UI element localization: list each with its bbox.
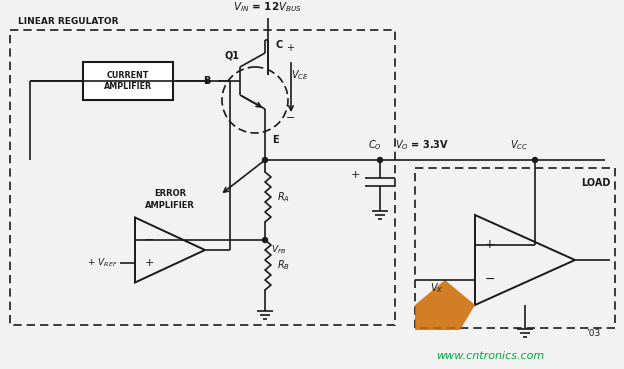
Text: $V_{FB}$: $V_{FB}$ xyxy=(271,243,287,255)
Text: B: B xyxy=(203,76,210,86)
Circle shape xyxy=(263,238,268,242)
Text: LINEAR REGULATOR: LINEAR REGULATOR xyxy=(18,17,119,26)
Text: $V_{CC}$: $V_{CC}$ xyxy=(510,138,528,152)
Text: +: + xyxy=(351,170,360,180)
Text: $C_O$: $C_O$ xyxy=(368,138,382,152)
Circle shape xyxy=(263,158,268,162)
Text: C: C xyxy=(275,40,282,50)
Bar xyxy=(415,168,615,328)
Text: $R_A$: $R_A$ xyxy=(277,190,290,204)
Text: −: − xyxy=(286,113,295,123)
Text: E: E xyxy=(272,135,279,145)
Text: www.cntronics.com: www.cntronics.com xyxy=(436,351,544,361)
Text: $R_B$: $R_B$ xyxy=(277,258,290,272)
Text: Q1: Q1 xyxy=(225,50,240,60)
Text: −: − xyxy=(144,234,154,247)
Bar xyxy=(10,30,395,325)
Text: $+$ $V_{REF}$: $+$ $V_{REF}$ xyxy=(87,257,118,269)
Text: $V_{IN}$ = 12$V_{BUS}$: $V_{IN}$ = 12$V_{BUS}$ xyxy=(233,0,303,14)
Text: ’03: ’03 xyxy=(586,328,600,338)
Text: $V_{CE}$: $V_{CE}$ xyxy=(291,68,309,82)
Circle shape xyxy=(532,158,537,162)
Text: +: + xyxy=(144,258,154,268)
Text: LOAD: LOAD xyxy=(580,178,610,188)
Text: CURRENT
AMPLIFIER: CURRENT AMPLIFIER xyxy=(104,71,152,91)
Text: −: − xyxy=(485,273,495,286)
Text: ERROR
AMPLIFIER: ERROR AMPLIFIER xyxy=(145,189,195,210)
Text: $V_O$ = 3.3V: $V_O$ = 3.3V xyxy=(395,138,449,152)
Text: +: + xyxy=(485,238,495,251)
Text: +: + xyxy=(286,43,294,53)
Bar xyxy=(83,62,173,100)
Text: $V_X$: $V_X$ xyxy=(430,281,444,295)
Polygon shape xyxy=(415,280,475,330)
Circle shape xyxy=(378,158,383,162)
